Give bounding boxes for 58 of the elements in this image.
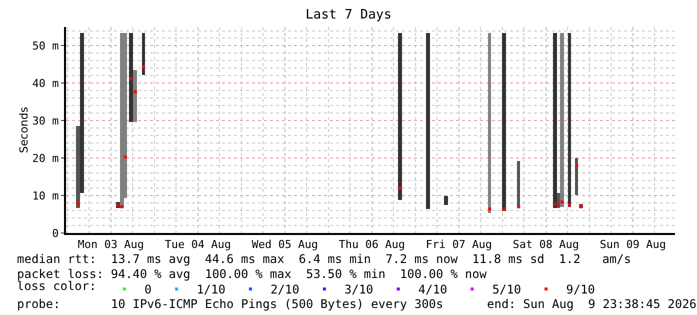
legend-label: 4/10 — [418, 282, 448, 297]
point — [488, 208, 492, 211]
point — [553, 202, 556, 206]
bar — [76, 126, 80, 208]
y-tick-label: 0 — [52, 226, 59, 240]
y-tick-label: 40 m — [32, 77, 60, 90]
legend-label: 1/10 — [196, 282, 226, 297]
text: median rtt: 13.7 ms avg 44.6 ms max 6.4 ms min 7.2 ms now 11.8 ms sd 1.2 am/s — [17, 252, 632, 266]
point — [120, 205, 124, 208]
chart-title: Last 7 Days — [305, 8, 392, 23]
bar — [398, 33, 402, 200]
point — [557, 203, 560, 206]
legend-title: loss color: — [16, 279, 96, 294]
legend-label: 0 — [144, 282, 152, 297]
point — [398, 186, 402, 190]
x-tick-label: Sat 08 Aug — [512, 238, 579, 252]
text: probe: 10 IPv6-ICMP Echo Pings (500 Bytes) every 300s — [17, 297, 444, 311]
bar — [129, 33, 133, 122]
point — [142, 65, 145, 68]
legend-label: 9/10 — [566, 282, 595, 297]
bar — [120, 33, 124, 208]
legend-label: 5/10 — [492, 282, 522, 297]
point — [134, 90, 137, 94]
point — [129, 77, 132, 80]
point — [76, 202, 80, 206]
point — [517, 205, 520, 208]
x-tick-label: Fri 07 Aug — [426, 238, 492, 252]
y-tick-label: 20 m — [32, 152, 60, 165]
text: packet loss: 94.40 % avg 100.00 % max 53.50 % min 100.00 % now — [17, 267, 488, 281]
bar — [568, 33, 571, 207]
bar — [80, 33, 84, 193]
y-tick-label: 10 m — [32, 189, 60, 202]
y-tick-label: 30 m — [32, 114, 60, 128]
x-tick-label: Wed 05 Aug — [252, 238, 318, 252]
bar — [426, 33, 430, 209]
bar — [517, 161, 520, 208]
bar — [560, 33, 564, 207]
point — [124, 155, 127, 158]
x-tick-label: Mon 03 Aug — [78, 238, 144, 252]
bar — [553, 33, 557, 208]
point — [575, 164, 578, 168]
point — [502, 208, 506, 211]
y-tick-label: 50 m — [32, 40, 60, 53]
x-tick-label: Sun 09 Aug — [600, 238, 666, 252]
text: end: Sun Aug 9 23:38:45 2026 — [487, 297, 697, 311]
x-tick-label: Thu 06 Aug — [338, 238, 405, 252]
x-tick-label: Tue 04 Aug — [164, 238, 231, 252]
bar — [488, 33, 491, 213]
y-axis-title: Seconds — [17, 106, 30, 154]
bar — [575, 158, 578, 195]
bar — [502, 33, 506, 211]
legend-label: 2/10 — [270, 282, 300, 297]
bar — [142, 33, 145, 75]
bar — [444, 196, 448, 205]
legend-label: 3/10 — [344, 282, 374, 297]
point — [568, 203, 571, 206]
bar — [133, 70, 137, 122]
point — [560, 200, 564, 204]
